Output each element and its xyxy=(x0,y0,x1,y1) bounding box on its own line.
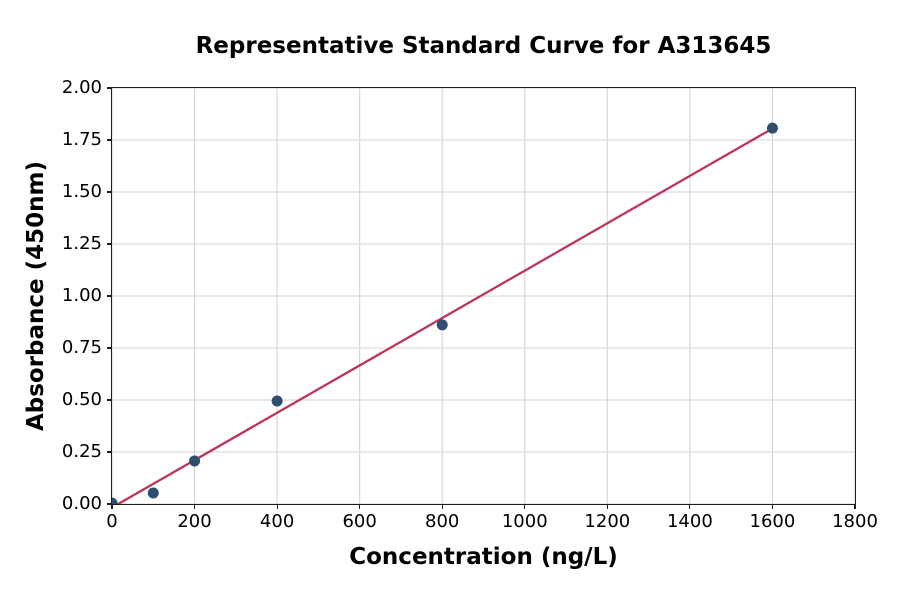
chart-title: Representative Standard Curve for A31364… xyxy=(195,33,772,59)
y-tick-mark xyxy=(107,191,111,193)
y-tick-label: 1.75 xyxy=(61,129,102,150)
x-tick-mark xyxy=(854,505,856,509)
x-tick-label: 1600 xyxy=(749,511,796,532)
x-tick-mark xyxy=(111,505,113,509)
x-tick-label: 800 xyxy=(425,511,460,532)
x-tick-mark xyxy=(359,505,361,509)
x-tick-mark xyxy=(771,505,774,509)
y-tick-mark xyxy=(107,451,111,453)
data-point xyxy=(147,487,159,499)
x-tick-label: 1000 xyxy=(501,511,548,532)
data-point xyxy=(436,319,448,331)
data-point xyxy=(766,122,778,134)
y-tick-mark xyxy=(107,503,111,505)
x-tick-mark xyxy=(441,505,443,509)
y-tick-label: 1.50 xyxy=(61,181,102,202)
plot-canvas xyxy=(111,87,855,504)
x-axis-label: Concentration (ng/L) xyxy=(349,544,618,570)
x-tick-mark xyxy=(524,505,526,509)
y-tick-label: 0.25 xyxy=(61,441,102,462)
y-tick-mark xyxy=(107,243,111,245)
x-tick-mark xyxy=(689,505,691,509)
plot-area xyxy=(110,86,856,505)
x-tick-mark xyxy=(276,505,278,509)
x-tick-label: 1400 xyxy=(666,511,713,532)
y-tick-mark xyxy=(107,399,111,401)
x-tick-mark xyxy=(193,505,196,509)
x-tick-label: 200 xyxy=(177,511,212,532)
data-point xyxy=(188,455,200,467)
y-tick-mark xyxy=(107,295,111,297)
data-point xyxy=(111,497,118,504)
y-tick-label: 0.50 xyxy=(61,389,102,410)
fit-line xyxy=(116,127,774,504)
y-tick-label: 1.25 xyxy=(61,233,102,254)
y-tick-mark xyxy=(107,87,111,89)
x-tick-label: 1200 xyxy=(584,511,631,532)
y-tick-mark xyxy=(107,347,111,349)
x-tick-label: 1800 xyxy=(832,511,878,532)
x-tick-label: 0 xyxy=(106,511,118,532)
x-tick-label: 600 xyxy=(342,511,377,532)
data-point xyxy=(271,395,283,407)
y-tick-label: 2.00 xyxy=(61,77,102,98)
y-tick-label: 0.00 xyxy=(61,493,102,514)
x-tick-mark xyxy=(606,505,608,509)
x-tick-label: 400 xyxy=(259,511,295,532)
y-tick-label: 0.75 xyxy=(61,337,102,358)
y-tick-label: 1.00 xyxy=(61,285,102,306)
y-tick-mark xyxy=(107,139,111,141)
